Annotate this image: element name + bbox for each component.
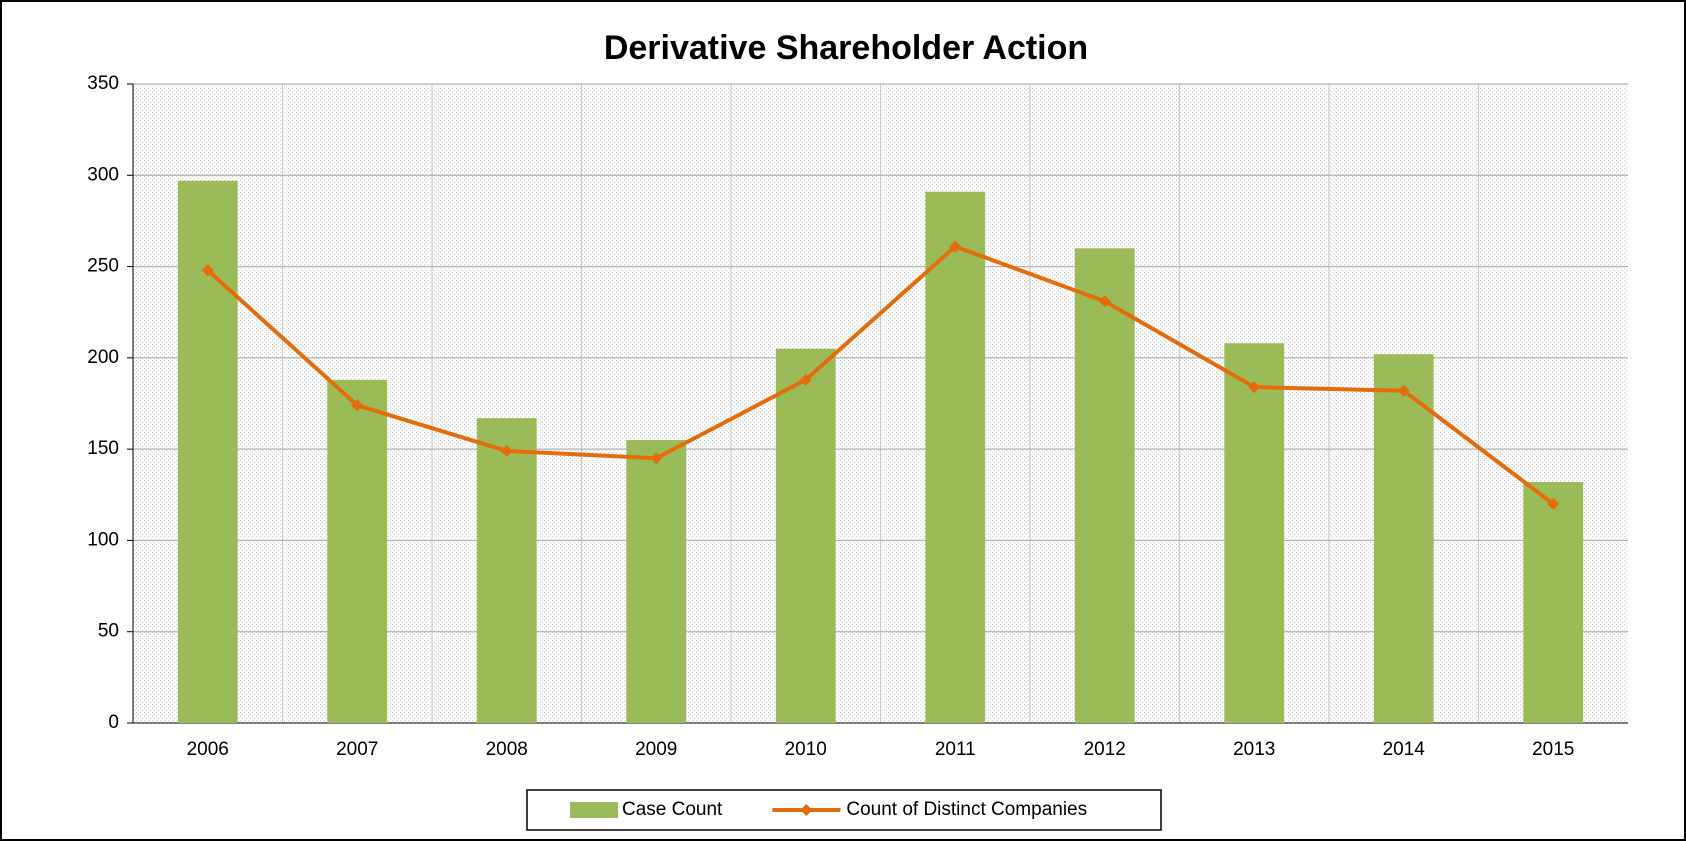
y-tick-label: 200 <box>87 347 119 368</box>
x-tick-label: 2015 <box>1532 739 1574 760</box>
line-marker <box>650 452 663 465</box>
legend-label: Count of Distinct Companies <box>846 799 1087 820</box>
x-tick-label: 2011 <box>935 739 976 760</box>
bar <box>476 418 537 723</box>
bar <box>775 348 836 723</box>
line-marker <box>1547 497 1560 510</box>
legend-swatch <box>570 802 618 818</box>
bar <box>1074 248 1135 724</box>
x-tick-label: 2014 <box>1383 739 1426 760</box>
line-marker <box>351 399 364 412</box>
x-tick-label: 2008 <box>486 739 528 760</box>
x-tick-label: 2010 <box>785 739 827 760</box>
bar <box>327 379 388 723</box>
bar <box>1373 354 1434 723</box>
x-tick-label: 2007 <box>336 739 378 760</box>
y-tick-label: 350 <box>87 73 119 94</box>
bar <box>626 440 687 723</box>
bar <box>1523 482 1584 723</box>
y-tick-label: 150 <box>87 438 119 459</box>
line-marker <box>1098 295 1111 308</box>
line-marker <box>1397 384 1410 397</box>
x-tick-label: 2012 <box>1084 739 1126 760</box>
bar <box>1224 343 1285 723</box>
x-tick-label: 2013 <box>1233 739 1275 760</box>
line-marker <box>799 373 812 386</box>
line <box>206 244 1555 506</box>
bar <box>177 180 238 723</box>
y-tick-label: 300 <box>87 164 119 185</box>
legend <box>526 789 1162 831</box>
line-marker <box>201 264 214 277</box>
x-tick-label: 2009 <box>635 739 677 760</box>
y-tick-label: 250 <box>87 256 119 277</box>
line-marker <box>500 444 513 457</box>
y-tick-label: 50 <box>98 621 119 642</box>
y-tick-label: 0 <box>108 712 119 733</box>
chart-title: Derivative Shareholder Action <box>604 29 1088 67</box>
bar <box>925 191 986 723</box>
line-marker <box>949 240 962 253</box>
legend-marker <box>800 804 813 816</box>
y-tick-label: 100 <box>87 529 119 550</box>
legend-label: Case Count <box>622 799 723 820</box>
x-tick-label: 2006 <box>187 739 229 760</box>
line-marker <box>1248 381 1261 394</box>
